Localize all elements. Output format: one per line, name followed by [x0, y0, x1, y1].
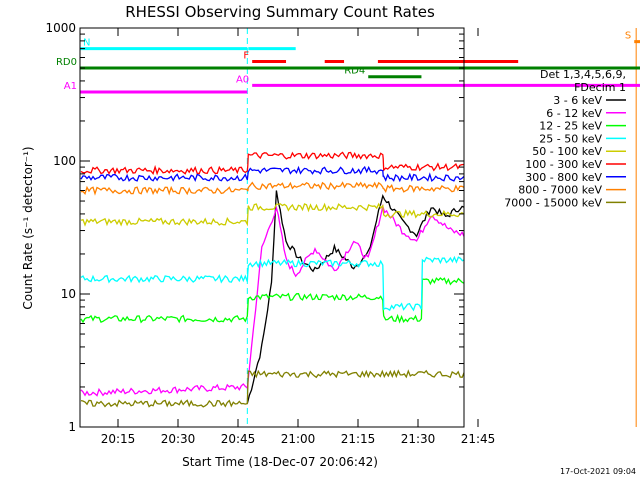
- x-tick-label-2: 20:45: [221, 432, 256, 446]
- y-tick-label-1: 10: [61, 287, 76, 301]
- x-tick-label-4: 21:15: [341, 432, 376, 446]
- series-line-1: [80, 203, 464, 397]
- series-line-7: [80, 181, 464, 196]
- legend-header-line-1: Det 1,3,4,5,6,9,: [540, 68, 626, 81]
- x-tick-label-5: 21:30: [401, 432, 436, 446]
- legend-label-5: 100 - 300 keV: [525, 158, 602, 171]
- x-axis-label: Start Time (18-Dec-07 20:06:42): [182, 455, 378, 469]
- y-tick-label-0: 1: [68, 420, 76, 434]
- x-tick-label-6: 21:45: [461, 432, 496, 446]
- series-line-2: [80, 277, 464, 324]
- flag-label-n: N: [83, 38, 90, 49]
- legend-label-4: 50 - 100 keV: [532, 145, 602, 158]
- footer-timestamp: 17-Oct-2021 09:04: [560, 467, 636, 476]
- legend-label-6: 300 - 800 keV: [525, 171, 602, 184]
- series-line-5: [80, 151, 464, 176]
- flag-label-f: F: [243, 50, 249, 61]
- x-tick-label-1: 20:30: [161, 432, 196, 446]
- y-tick-label-2: 100: [53, 154, 76, 168]
- y-axis-label: Count Rate (s⁻¹ detector⁻¹): [21, 146, 35, 309]
- series-line-8: [80, 369, 464, 408]
- legend-label-8: 7000 - 15000 keV: [504, 196, 602, 209]
- flag-label-s: S: [625, 31, 631, 42]
- series-line-3: [80, 255, 464, 312]
- series-line-4: [80, 202, 464, 227]
- plot-frame: [79, 27, 465, 428]
- chart-title: RHESSI Observing Summary Count Rates: [125, 3, 435, 21]
- flag-label-rd0: RD0: [56, 57, 77, 68]
- legend-label-1: 6 - 12 keV: [546, 107, 602, 120]
- legend-header-line-2: FDecim 1: [574, 81, 626, 94]
- legend-label-0: 3 - 6 keV: [553, 94, 602, 107]
- legend-label-3: 25 - 50 keV: [539, 132, 602, 145]
- series-line-6: [80, 165, 464, 183]
- y-tick-label-3: 1000: [45, 21, 76, 35]
- flag-label-a0: A0: [236, 74, 249, 85]
- plot-content: N F S RD0 RD4 A0 A1: [56, 28, 640, 427]
- legend-label-2: 12 - 25 keV: [539, 120, 602, 133]
- flag-label-a1: A1: [64, 81, 77, 92]
- x-tick-label-3: 21:00: [281, 432, 316, 446]
- x-tick-label-0: 20:15: [101, 432, 136, 446]
- flag-label-rd4: RD4: [344, 66, 365, 77]
- legend-label-7: 800 - 7000 keV: [518, 184, 602, 197]
- series-line-0: [246, 190, 464, 404]
- axis-ticks: 20:15 20:30 20:45 21:00 21:15 21:30 21:45 1 10 10…: [45, 21, 495, 446]
